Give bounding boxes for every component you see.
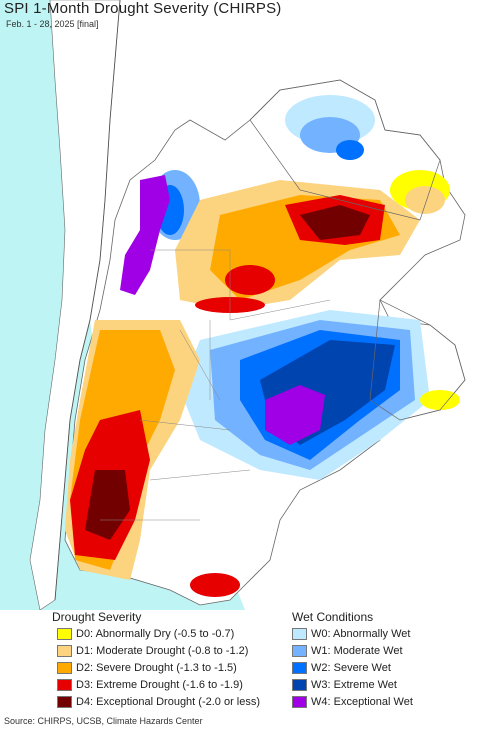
legend-label: W4: Exceptional Wet [311,696,413,708]
legend-item-d1: D1: Moderate Drought (-0.8 to -1.2) [57,643,248,659]
legend-swatch [57,679,72,691]
legend-item-d3: D3: Extreme Drought (-1.6 to -1.9) [57,677,243,693]
legend-label: W3: Extreme Wet [311,679,397,691]
legend-label: W0: Abnormally Wet [311,628,411,640]
country-border [54,0,121,601]
legend-item-d0: D0: Abnormally Dry (-0.5 to -0.7) [57,626,234,642]
drought-map [0,0,480,610]
legend-item-w0: W0: Abnormally Wet [292,626,410,642]
legend-swatch [57,628,72,640]
legend: Drought Severity Wet Conditions D0: Abno… [0,610,480,710]
legend-label: D4: Exceptional Drought (-2.0 or less) [76,696,261,708]
legend-label: W1: Moderate Wet [311,645,403,657]
legend-swatch [292,628,307,640]
legend-swatch [292,662,307,674]
wet-legend-heading: Wet Conditions [292,610,374,624]
legend-label: D0: Abnormally Dry (-0.5 to -0.7) [76,628,235,640]
legend-label: D1: Moderate Drought (-0.8 to -1.2) [76,645,249,657]
legend-label: D2: Severe Drought (-1.3 to -1.5) [76,662,237,674]
border-paraguay [249,79,441,221]
legend-swatch [57,662,72,674]
border-uruguay [369,299,466,421]
legend-swatch [292,679,307,691]
source-credit: Source: CHIRPS, UCSB, Climate Hazards Ce… [4,716,203,726]
legend-swatch [57,645,72,657]
legend-item-w3: W3: Extreme Wet [292,677,397,693]
legend-swatch [292,645,307,657]
w4-patch-central [265,385,325,445]
drought-legend-heading: Drought Severity [52,610,142,624]
d0-patch-east [420,390,460,410]
province-lines [100,249,331,521]
legend-item-w4: W4: Exceptional Wet [292,694,413,710]
legend-item-w2: W2: Severe Wet [292,660,391,676]
legend-item-w1: W1: Moderate Wet [292,643,403,659]
legend-item-d2: D2: Severe Drought (-1.3 to -1.5) [57,660,237,676]
legend-swatch [57,696,72,708]
legend-swatch [292,696,307,708]
w2-patch-north [336,140,364,160]
map-subtitle: Feb. 1 - 28, 2025 [final] [6,19,99,29]
legend-label: W2: Severe Wet [311,662,391,674]
legend-label: D3: Extreme Drought (-1.6 to -1.9) [76,679,243,691]
d4-patch-west [85,470,130,540]
legend-item-d4: D4: Exceptional Drought (-2.0 or less) [57,694,260,710]
d3-patch-mid [225,265,275,295]
map-title: SPI 1-Month Drought Severity (CHIRPS) [4,0,282,17]
d1-patch-ne [405,186,445,214]
d3-patch-south [190,573,240,597]
d4-patch-north [300,205,370,240]
w4-patch-west [120,175,170,295]
